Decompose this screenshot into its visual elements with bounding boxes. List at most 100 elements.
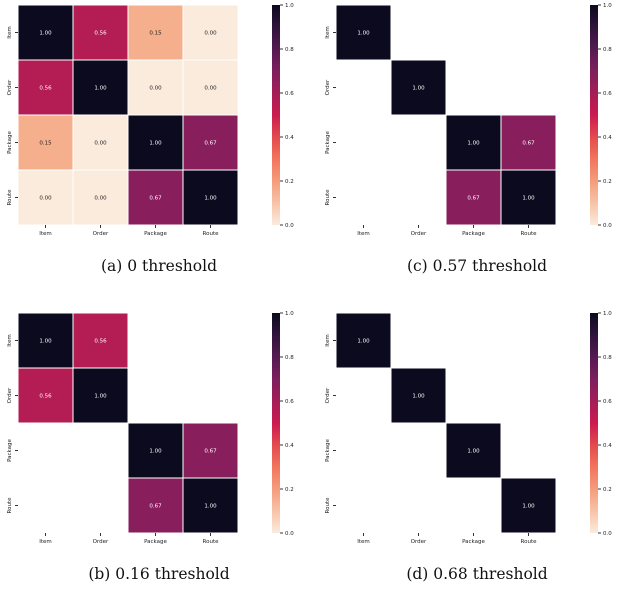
x-tick-label: Package	[462, 539, 485, 545]
heatmap-cell	[182, 59, 239, 116]
cell-annotation: 0.67	[204, 141, 217, 147]
colorbar-tick-label: 1.0	[603, 3, 612, 9]
heatmap-cell	[182, 422, 239, 479]
cell-annotation: 0.00	[94, 141, 107, 147]
cell-annotation: 0.56	[39, 86, 52, 92]
heatmap-panel-d: 1.00 1.00 1.00 1.00 Item Order Package Route Ite…	[318, 308, 636, 605]
heatmap-cell	[390, 367, 447, 424]
heatmap-chart-d: 1.00 1.00 1.00 1.00 Item Order Package Route Ite…	[325, 311, 612, 545]
heatmap-chart-a: 1.00 0.56 0.15 0.000.56 1.00 0.00 0.000.15 0.00…	[7, 3, 294, 237]
heatmap-cell	[182, 4, 239, 61]
heatmap-cell	[335, 312, 392, 369]
colorbar-tick-label: 0.4	[285, 135, 294, 141]
y-tick-label: Item	[325, 26, 331, 39]
x-tick-label: Route	[203, 539, 220, 545]
cell-annotation: 0.67	[467, 196, 480, 202]
cell-annotation: 0.67	[149, 504, 162, 510]
colorbar-tick-label: 1.0	[603, 311, 612, 317]
cell-annotation: 0.67	[522, 141, 535, 147]
cell-annotation: 1.00	[94, 86, 107, 92]
colorbar-tick-label: 0.4	[603, 135, 612, 141]
heatmap-cell	[72, 59, 129, 116]
cell-annotation: 1.00	[39, 339, 52, 345]
x-tick-label: Item	[357, 231, 370, 237]
y-tick-label: Route	[325, 497, 331, 514]
cell-annotation: 0.67	[204, 449, 217, 455]
heatmap-cell	[17, 4, 74, 61]
x-tick-label: Route	[521, 539, 538, 545]
cell-annotation: 1.00	[467, 449, 480, 455]
heatmap-cell	[182, 169, 239, 226]
x-tick-label: Order	[411, 231, 427, 237]
x-tick-label: Item	[39, 231, 52, 237]
heatmap-cell	[72, 367, 129, 424]
panel-caption: (b) 0.16 threshold	[88, 565, 230, 583]
cell-annotation: 0.56	[39, 394, 52, 400]
heatmap-chart-c: 1.00 1.00 1.00 0.67 0.67 1.00 Item Order Package…	[325, 3, 612, 237]
colorbar-tick-label: 0.2	[603, 179, 612, 185]
panel-caption: (c) 0.57 threshold	[406, 257, 548, 275]
heatmap-cell	[72, 4, 129, 61]
colorbar-tick-label: 0.6	[285, 91, 294, 97]
cell-annotation: 1.00	[357, 339, 370, 345]
y-tick-label: Order	[7, 79, 13, 95]
y-tick-label: Package	[325, 130, 331, 153]
heatmap-cell	[335, 4, 392, 61]
cell-annotation: 0.00	[204, 31, 217, 37]
panel-caption: (a) 0 threshold	[101, 257, 217, 275]
y-tick-label: Order	[7, 387, 13, 403]
y-tick-label: Package	[7, 130, 13, 153]
colorbar	[590, 5, 598, 225]
cell-annotation: 1.00	[412, 86, 425, 92]
x-tick-label: Order	[411, 539, 427, 545]
colorbar-tick-label: 0.0	[285, 223, 294, 229]
cell-annotation: 1.00	[467, 141, 480, 147]
y-tick-label: Route	[7, 189, 13, 206]
y-tick-label: Package	[325, 438, 331, 461]
x-tick-label: Package	[144, 539, 167, 545]
colorbar-tick-label: 0.8	[603, 355, 612, 361]
cell-annotation: 1.00	[204, 196, 217, 202]
cell-annotation: 1.00	[94, 394, 107, 400]
colorbar-tick-label: 0.0	[603, 531, 612, 537]
x-tick-label: Order	[93, 231, 109, 237]
colorbar-tick-label: 1.0	[285, 3, 294, 9]
colorbar-tick-label: 1.0	[285, 311, 294, 317]
colorbar-tick-label: 0.8	[603, 47, 612, 53]
heatmap-panel-c: 1.00 1.00 1.00 0.67 0.67 1.00 Item Order Package…	[318, 0, 636, 297]
cell-annotation: 0.15	[39, 141, 52, 147]
cell-annotation: 1.00	[149, 141, 162, 147]
x-tick-label: Route	[203, 231, 220, 237]
colorbar-tick-label: 0.2	[285, 487, 294, 493]
colorbar	[590, 313, 598, 533]
cell-annotation: 1.00	[522, 196, 535, 202]
heatmap-cell	[72, 169, 129, 226]
y-tick-label: Item	[325, 334, 331, 347]
colorbar-tick-label: 0.4	[285, 443, 294, 449]
heatmap-chart-b: 1.00 0.56 0.56 1.00 1.00 0.67 0.67 1.00 Item Orde…	[7, 311, 294, 545]
x-tick-label: Item	[39, 539, 52, 545]
colorbar	[272, 5, 280, 225]
x-tick-label: Route	[521, 231, 538, 237]
cell-annotation: 1.00	[149, 449, 162, 455]
heatmap-cell	[127, 4, 184, 61]
y-tick-label: Item	[7, 26, 13, 39]
y-tick-label: Route	[7, 497, 13, 514]
cell-annotation: 1.00	[522, 504, 535, 510]
colorbar-tick-label: 0.4	[603, 443, 612, 449]
cell-annotation: 0.15	[149, 31, 162, 37]
colorbar-tick-label: 0.2	[603, 487, 612, 493]
colorbar-tick-label: 0.6	[603, 399, 612, 405]
cell-annotation: 1.00	[412, 394, 425, 400]
colorbar-tick-label: 0.6	[285, 399, 294, 405]
heatmap-cell	[182, 477, 239, 534]
colorbar-tick-label: 0.6	[603, 91, 612, 97]
heatmap-cell	[127, 422, 184, 479]
x-tick-label: Order	[93, 539, 109, 545]
heatmap-cell	[182, 114, 239, 171]
colorbar-tick-label: 0.0	[285, 531, 294, 537]
x-tick-label: Package	[144, 231, 167, 237]
y-tick-label: Order	[325, 387, 331, 403]
y-tick-label: Package	[7, 438, 13, 461]
cell-annotation: 1.00	[357, 31, 370, 37]
